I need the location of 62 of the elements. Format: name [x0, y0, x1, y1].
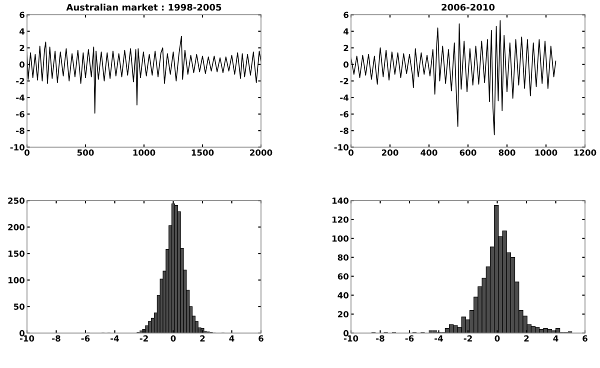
x-tick-label: 1200: [574, 149, 596, 156]
x-tick-label: 1000: [133, 149, 156, 156]
y-tick-label: 140: [332, 198, 349, 204]
x-tick-label: 0: [24, 149, 30, 156]
y-tick-label: 0: [344, 330, 349, 336]
y-tick-label: 80: [338, 254, 349, 261]
x-tick-label: 200: [382, 149, 398, 156]
x-tick-label: -8: [376, 335, 384, 342]
x-tick-label: 0: [170, 335, 176, 342]
x-tick-label: 6: [582, 335, 588, 342]
y-tick-label: 4: [343, 28, 349, 34]
x-tick-label: 500: [77, 149, 94, 156]
y-tick-label: -4: [16, 94, 25, 101]
x-tick-label: -2: [464, 335, 472, 342]
y-tick-label: 200: [8, 224, 25, 230]
y-tick-label: 4: [19, 28, 25, 34]
y-tick-label: 50: [14, 304, 25, 310]
y-tick-label: 100: [8, 277, 25, 284]
x-tick-label: 4: [553, 335, 558, 342]
y-tick-label: 6: [20, 12, 24, 18]
y-tick-label: -2: [340, 78, 348, 84]
x-tick-label: -4: [110, 335, 119, 342]
y-tick-label: 20: [338, 311, 349, 318]
x-tick-label: 2: [524, 335, 529, 342]
y-tick-label: 120: [332, 216, 349, 223]
x-tick-label: -6: [405, 335, 414, 342]
y-tick-label: 2: [344, 44, 348, 52]
y-tick-label: 0: [20, 61, 25, 68]
chart-title: Australian market : 1998-2005: [66, 4, 222, 11]
x-tick-label: -4: [434, 335, 443, 342]
y-tick-label: -8: [340, 128, 348, 134]
y-tick-label: 2: [20, 44, 24, 52]
x-tick-label: 1000: [535, 149, 558, 156]
y-tick-label: 60: [338, 273, 349, 280]
y-tick-label: 0: [20, 330, 25, 336]
y-tick-label: 100: [332, 235, 349, 242]
y-tick-label: -6: [340, 111, 348, 118]
x-tick-label: 4: [229, 335, 234, 342]
x-tick-label: -2: [140, 335, 148, 342]
y-tick-label: -10: [334, 144, 349, 150]
y-tick-label: 40: [338, 292, 349, 298]
x-tick-label: 6: [258, 335, 264, 342]
y-tick-label: -4: [340, 94, 349, 101]
chart-title: 2006-2010: [442, 4, 495, 11]
y-tick-label: 6: [344, 12, 348, 18]
y-tick-label: 150: [8, 250, 25, 257]
x-tick-label: 0: [494, 335, 500, 342]
y-tick-label: 0: [344, 61, 349, 68]
x-tick-label: 600: [460, 149, 476, 156]
x-tick-label: -6: [81, 335, 90, 342]
x-tick-label: 0: [348, 149, 354, 156]
y-tick-label: 250: [8, 198, 25, 204]
y-tick-label: -2: [16, 78, 24, 84]
x-tick-label: -8: [52, 335, 60, 342]
y-tick-label: -8: [16, 128, 24, 134]
y-tick-label: -6: [16, 111, 24, 118]
x-tick-label: 1500: [192, 149, 214, 156]
y-tick-label: -10: [10, 144, 25, 150]
x-tick-label: 2000: [250, 149, 272, 156]
x-tick-label: 400: [420, 149, 438, 156]
x-tick-label: 800: [498, 149, 516, 156]
x-tick-label: 2: [200, 335, 205, 342]
